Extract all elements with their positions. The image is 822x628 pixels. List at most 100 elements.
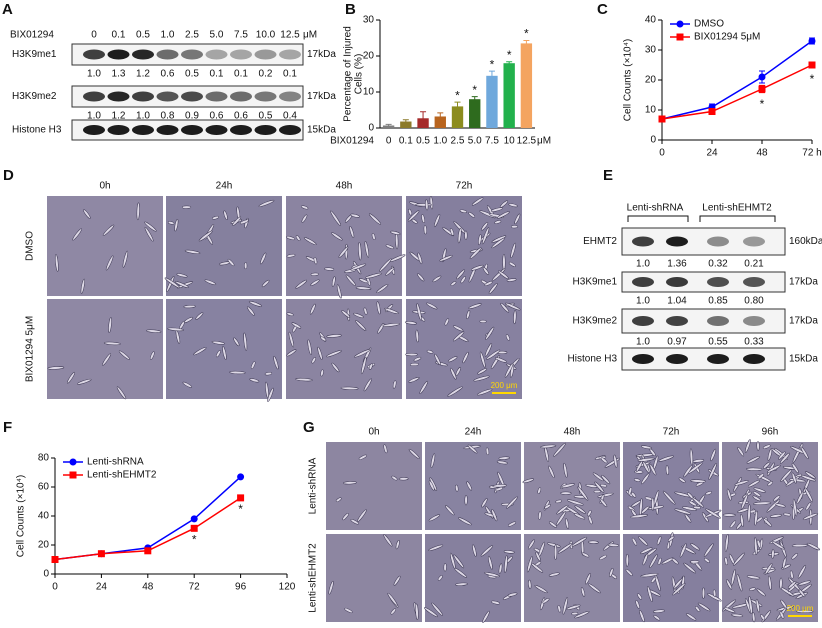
cell [705,508,721,519]
blot-size: 17kDa [789,277,818,288]
x-tick-label: 96 [235,582,247,593]
dose-label: 10.0 [256,30,276,41]
x-tick-label: 48 [756,148,768,159]
cell [417,252,423,265]
cell [549,521,558,528]
cell [484,343,493,357]
cell [335,497,342,502]
marker [97,550,105,558]
cell [690,543,700,551]
cell [574,611,590,619]
cell [637,457,655,462]
cell [413,356,422,362]
treatment-label: BIX01294 [10,30,54,41]
marker [708,108,716,115]
cell [469,247,482,259]
cell [184,249,201,254]
cell [166,275,175,293]
cell [434,353,441,366]
cell [778,451,786,460]
band [230,125,252,135]
x-tick-label: 72 h [802,148,821,159]
cell [484,572,500,578]
cell [712,589,717,597]
cell [467,444,478,454]
legend-marker [676,20,684,28]
band [632,316,654,326]
cell [384,307,399,314]
cell [486,349,501,360]
cell [343,481,357,485]
bar [434,116,446,128]
cell [649,448,656,456]
cell [405,352,418,357]
micrograph [406,299,522,399]
marker [658,115,666,123]
cell [432,275,442,283]
error-bar [454,101,461,111]
cell [561,483,575,489]
cell [480,545,494,557]
cell [656,536,662,546]
quantification: 0.6 [210,111,224,122]
quantification: 0.4 [283,111,297,122]
micrograph [47,299,163,399]
x-tick-label: 2.5 [451,136,465,147]
cell [638,536,649,546]
band [707,316,729,326]
cell [625,569,633,576]
cell [408,208,412,216]
cell [415,329,419,343]
cell [478,234,482,246]
legend-label: DMSO [694,19,724,30]
band [107,125,130,135]
cell [640,573,659,578]
cell [510,242,516,259]
cell [309,303,316,315]
marker [190,524,198,532]
band [707,277,729,287]
cell [376,284,389,294]
blot-frame [621,271,786,293]
panel-label: E [603,167,613,184]
cell [642,553,649,566]
micrograph [286,299,402,399]
micrograph-shade [406,299,522,399]
blot-size: 15kDa [307,125,336,136]
band [230,49,252,60]
cell [508,203,518,208]
blot-label: EHMT2 [583,236,617,247]
bar [400,121,412,128]
cell [291,322,302,329]
band [666,316,688,326]
cell [267,387,274,402]
cell [683,464,693,478]
cell [457,227,462,244]
blot-size: 17kDa [307,49,336,60]
cell [273,355,279,370]
cell [600,457,608,464]
blot-size: 15kDa [789,354,818,365]
cell [391,475,398,481]
cell [459,209,468,213]
dose-label: 0.5 [136,30,150,41]
cell [409,362,419,367]
x-tick-label: 5.0 [468,136,482,147]
quantification: 0.1 [234,69,248,80]
y-tick-label: 40 [645,15,657,26]
quantification: 0.6 [161,69,175,80]
cell [491,509,498,522]
cell [426,302,438,310]
error-bar [385,123,392,127]
cell [737,447,745,457]
cell [358,241,362,261]
cell [310,272,320,276]
scale-bar-label: 200 μm [787,604,814,613]
cell [331,232,343,241]
y-tick-label: 0 [650,135,656,146]
cell [102,353,112,366]
cell [751,612,756,623]
cell [773,495,781,502]
cell [683,562,696,574]
cell [484,281,493,286]
